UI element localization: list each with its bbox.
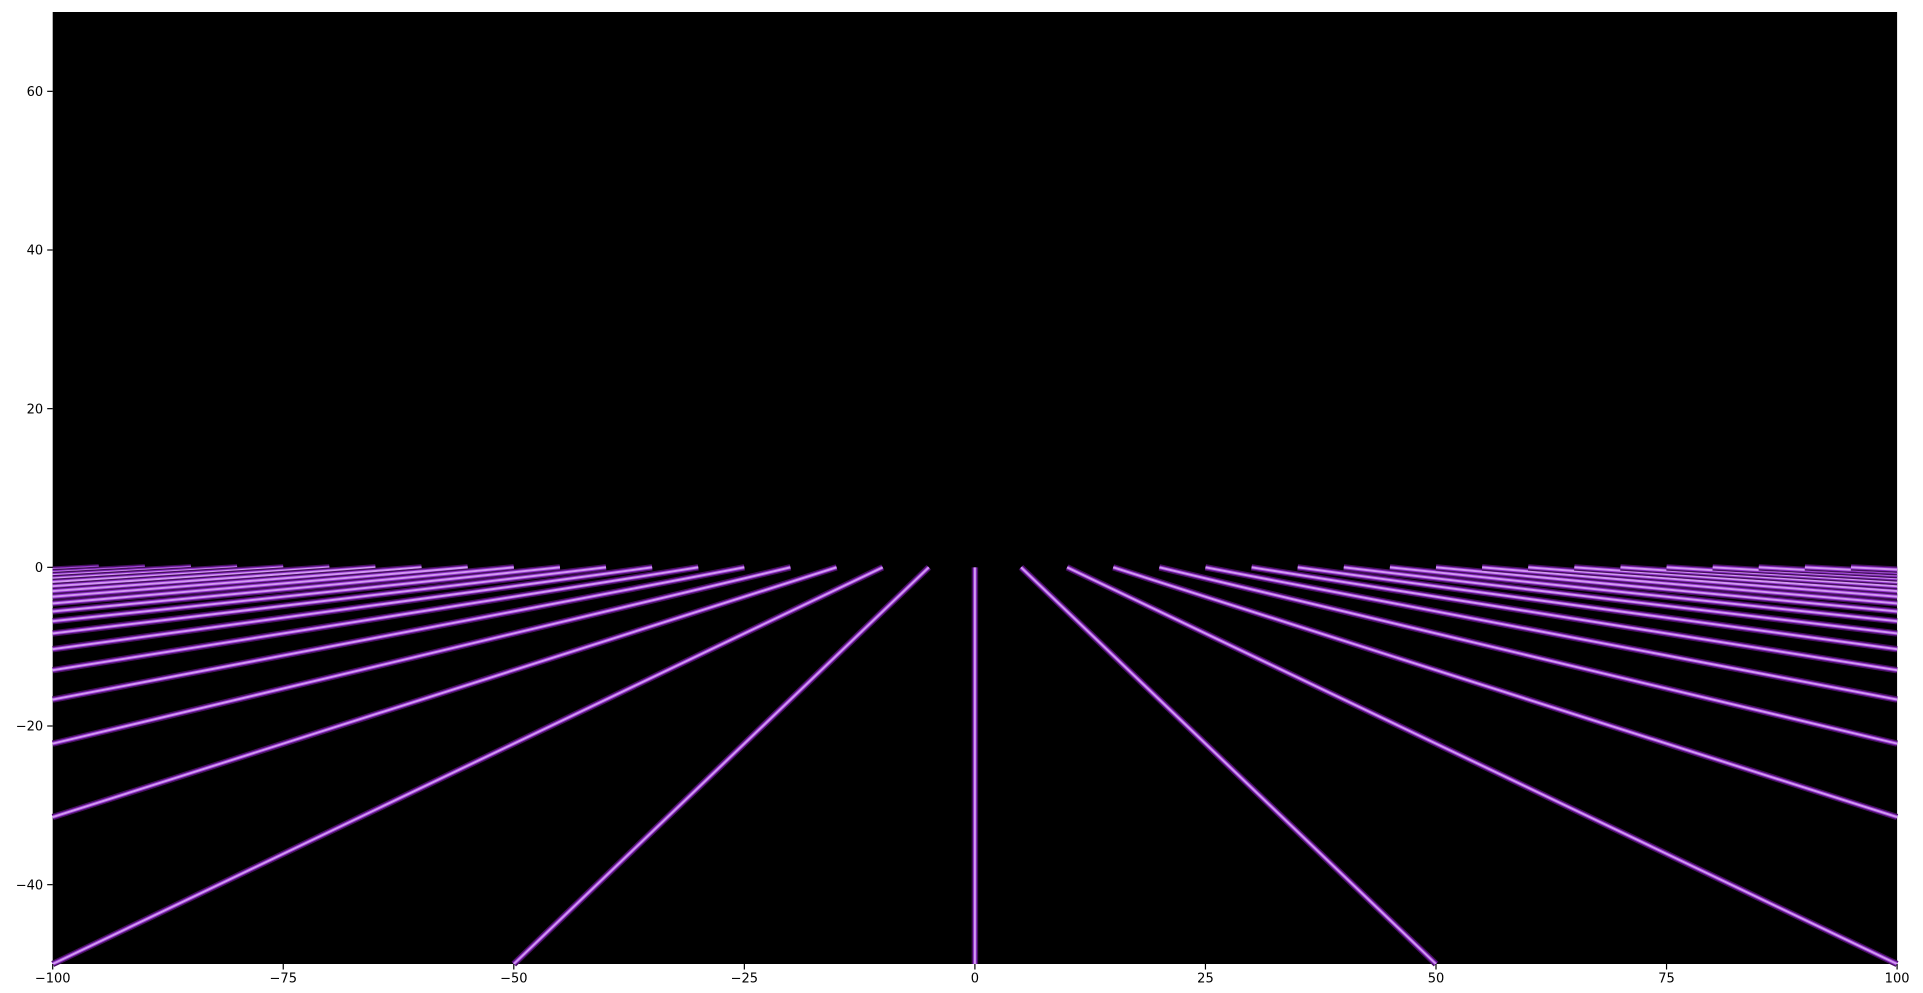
- grid-line: [51, 564, 792, 747]
- x-tick-label: 50: [1428, 972, 1445, 987]
- grid-line: [1574, 564, 1898, 595]
- grid-line-core: [1297, 566, 1898, 651]
- grid-line-core: [1066, 566, 1898, 965]
- grid-line-core: [1389, 566, 1898, 623]
- grid-line-core: [1482, 566, 1898, 605]
- grid-line: [52, 564, 376, 595]
- grid-line-core: [52, 566, 837, 818]
- y-tick-label: 0: [35, 561, 43, 576]
- grid-line: [1065, 564, 1899, 967]
- grid-line: [1112, 564, 1899, 821]
- y-tick-label: −40: [16, 878, 43, 893]
- y-tick-label: 40: [27, 244, 44, 259]
- grid-line: [51, 564, 885, 967]
- x-tick-label: −50: [500, 972, 527, 987]
- grid-line: [1850, 564, 1898, 573]
- y-tick-label: 60: [27, 85, 44, 100]
- grid-line-core: [52, 566, 468, 605]
- grid-line: [1204, 564, 1898, 703]
- grid-line-core: [52, 566, 561, 623]
- grid-line: [1343, 564, 1898, 637]
- grid-line: [52, 564, 699, 674]
- grid-line-core: [52, 566, 699, 672]
- grid-line: [52, 564, 515, 615]
- grid-line: [52, 564, 330, 590]
- grid-line: [51, 564, 838, 821]
- grid-line-core: [513, 566, 930, 965]
- grid-line: [1481, 564, 1898, 607]
- x-tick-label: 75: [1658, 972, 1675, 987]
- grid-line-core: [1205, 566, 1898, 701]
- x-tick-label: 100: [1885, 972, 1910, 987]
- grid-line-core: [52, 566, 791, 745]
- grid-line-core: [1435, 566, 1898, 613]
- grid-line: [1251, 564, 1898, 674]
- x-tick-label: 25: [1197, 972, 1214, 987]
- grid-line: [1389, 564, 1898, 625]
- grid-line: [52, 564, 468, 607]
- grid-line: [52, 564, 745, 703]
- grid-line-core: [1159, 566, 1898, 745]
- grid-line-core: [1850, 566, 1898, 571]
- grid-line-core: [52, 566, 514, 613]
- grid-line: [1158, 564, 1898, 747]
- y-tick-label: −20: [16, 720, 43, 735]
- grid-line-core: [1343, 566, 1898, 635]
- grid-line-core: [1574, 566, 1898, 593]
- x-tick-label: −25: [731, 972, 758, 987]
- grid-line: [1435, 564, 1898, 615]
- grid-line: [1527, 564, 1898, 600]
- grid-line-core: [52, 566, 884, 965]
- grid-line-core: [1112, 566, 1898, 818]
- x-tick-label: 0: [971, 972, 979, 987]
- x-axis: −100 −75 −50 −25 0 25 50 75 100: [35, 964, 1910, 987]
- grid-line: [52, 564, 284, 586]
- x-tick-label: −75: [270, 972, 297, 987]
- grid-line-core: [1528, 566, 1898, 598]
- grid-line: [52, 564, 561, 625]
- grid-line-core: [1020, 566, 1437, 965]
- grid-line-core: [52, 566, 330, 588]
- grid-line-core: [52, 566, 376, 593]
- grid-line-core: [52, 566, 745, 701]
- grid-line: [52, 564, 653, 653]
- grid-line-core: [52, 566, 607, 635]
- grid-line-core: [52, 566, 653, 651]
- grid-lines: [51, 564, 1899, 967]
- grid-line: [52, 564, 607, 637]
- y-tick-label: 20: [27, 402, 44, 417]
- grid-line: [1018, 564, 1439, 967]
- grid-line: [511, 564, 932, 967]
- x-tick-label: −100: [35, 972, 71, 987]
- grid-line-core: [52, 566, 284, 583]
- grid-line: [1297, 564, 1898, 653]
- grid-line: [52, 564, 422, 600]
- y-axis: 60 40 20 0 −20 −40: [16, 85, 53, 893]
- grid-line-core: [52, 566, 422, 598]
- grid-line-core: [1251, 566, 1898, 672]
